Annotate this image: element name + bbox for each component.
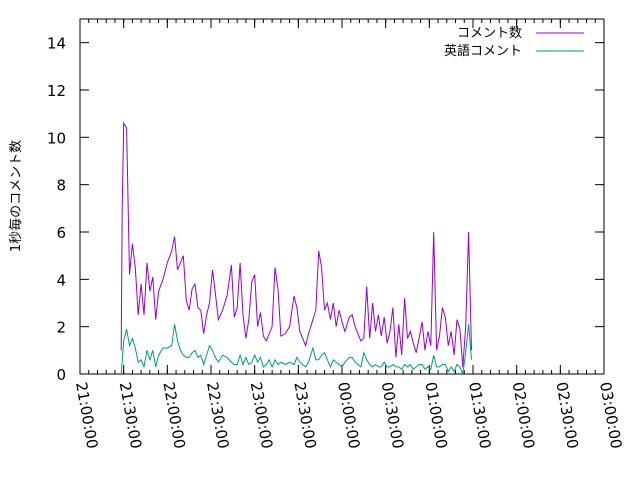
legend-label-1: 英語コメント	[444, 43, 522, 59]
x-tick-label: 21:30:00	[116, 381, 145, 450]
y-tick-label: 6	[56, 224, 66, 242]
tick-marks	[79, 19, 605, 375]
x-tick-label: 22:30:00	[203, 381, 232, 450]
x-tick-label: 03:00:00	[596, 381, 625, 450]
x-tick-label: 01:00:00	[421, 381, 450, 450]
tick-labels: 0 2 4 6 8 10 12 14 21:00:00 21:30:00 22:00:00 22:30…	[47, 35, 626, 450]
x-tick-label: 01:30:00	[465, 381, 494, 450]
x-tick-label: 00:30:00	[378, 381, 407, 450]
y-tick-label: 14	[47, 35, 66, 53]
legend-label-0: コメント数	[457, 26, 522, 41]
x-tick-label: 00:00:00	[334, 381, 363, 450]
x-tick-label: 23:30:00	[290, 381, 319, 450]
x-tick-label: 23:00:00	[247, 381, 276, 450]
y-tick-label: 4	[56, 271, 66, 289]
series-lines	[120, 121, 472, 376]
y-tick-label: 12	[47, 82, 66, 100]
x-tick-label: 21:00:00	[72, 381, 101, 450]
series-line-1	[120, 324, 472, 376]
y-tick-label: 8	[56, 177, 66, 195]
x-tick-label: 02:00:00	[509, 381, 538, 450]
y-axis-label: 1秒毎のコメント数	[8, 140, 24, 252]
x-tick-label: 02:30:00	[552, 381, 581, 450]
x-tick-label: 22:00:00	[159, 381, 188, 450]
y-tick-label: 2	[56, 319, 66, 337]
y-tick-label: 10	[47, 129, 66, 147]
y-tick-label: 0	[56, 366, 66, 384]
series-line-0	[120, 121, 472, 367]
